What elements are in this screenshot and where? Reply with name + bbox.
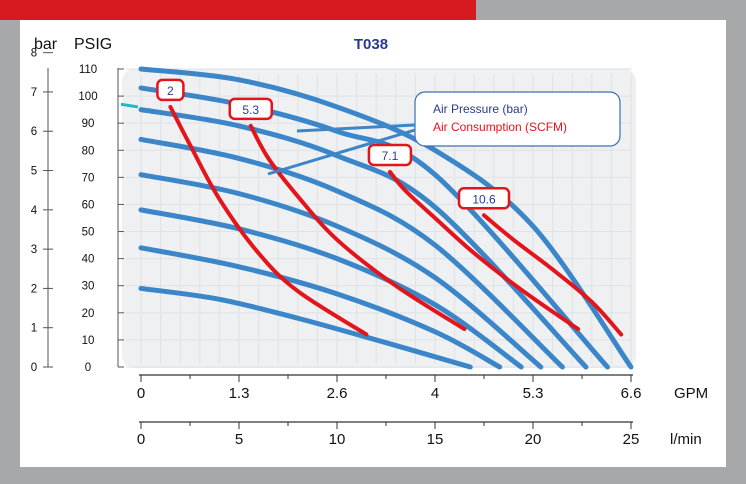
legend-pointer-top	[296, 123, 416, 133]
consumption-curve-10.6	[482, 213, 624, 337]
y-tick-label-bar-3: 3	[31, 244, 37, 256]
x-tick-label-l/min-5: 5	[235, 431, 243, 448]
x-tick-label-l/min-25: 25	[623, 431, 640, 448]
y-tick-label-psig-110: 110	[79, 64, 97, 76]
y-unit-bar: bar	[34, 36, 58, 53]
y-axes: 0 10 20 30 40 50 60 70 80 90 100 110 0 1 2 3 4 5 6 7 8	[31, 48, 124, 374]
pressure-curve-2	[138, 245, 503, 370]
consumption-label-box-7.1	[367, 143, 413, 167]
pressure-curve-8	[138, 66, 634, 370]
y-tick-label-bar-1: 1	[31, 323, 37, 335]
chart-panel: 2 5.3 7.1 10.6 T038 bar PSIG 0 10 20 30 40 50 60 7…	[20, 20, 726, 467]
x-tick-label-l/min-10: 10	[329, 431, 346, 448]
y-tick-label-bar-5: 5	[31, 166, 37, 178]
y-tick-label-psig-80: 80	[82, 145, 95, 157]
consumption-label-10.6: 10.6	[472, 192, 496, 206]
consumption-curve-5.3	[248, 123, 467, 332]
legend-item-pressure: Air Pressure (bar)	[433, 102, 528, 116]
pressure-curve-5	[138, 136, 565, 370]
y-tick-label-psig-60: 60	[82, 199, 95, 211]
legend: Air Pressure (bar) Air Consumption (SCFM…	[267, 91, 621, 176]
pressure-curve-3	[138, 207, 524, 370]
x-tick-label-GPM-4: 4	[431, 385, 439, 402]
x-tick-label-l/min-0: 0	[137, 431, 145, 448]
y-tick-label-psig-50: 50	[82, 227, 95, 239]
y-tick-label-psig-40: 40	[82, 254, 95, 266]
y-tick-label-psig-20: 20	[82, 308, 95, 320]
performance-chart: 25.37.110.6 T038 bar PSIG 01020304050607…	[31, 36, 708, 448]
consumption-curve-2	[168, 104, 369, 337]
consumption-curve-7.1	[387, 169, 581, 332]
x-tick-label-l/min-15: 15	[427, 431, 444, 448]
x-axes: 0 1.3 2.6 4 5.3 6.6 GPM 0 5 10 15 20 25 l/min	[137, 374, 708, 448]
x-tick-label-GPM-6.6: 6.6	[621, 385, 642, 402]
top-grey-bar	[476, 0, 746, 20]
x-tick-label-GPM-2.6: 2.6	[327, 385, 348, 402]
x-tick-label-GPM-5.3: 5.3	[523, 385, 544, 402]
pressure-curve-1	[138, 285, 473, 370]
consumption-label-box-5.3	[228, 97, 274, 121]
x-unit-l/min: l/min	[670, 431, 702, 448]
y-tick-label-bar-8: 8	[31, 48, 37, 60]
consumption-label-5.3: 5.3	[242, 103, 259, 117]
x-tick-label-l/min-20: 20	[525, 431, 542, 448]
consumption-curves	[168, 104, 624, 337]
y-tick-label-bar-2: 2	[31, 283, 37, 295]
pressure-curve-start-marker	[120, 102, 139, 109]
consumption-labels: 2 5.3 7.1 10.6	[156, 78, 511, 210]
consumption-label-7.1: 7.1	[382, 149, 399, 163]
y-unit-psig: PSIG	[74, 36, 112, 53]
y-tick-label-bar-7: 7	[31, 87, 37, 99]
y-tick-label-bar-6: 6	[31, 126, 37, 138]
x-tick-label-GPM-1.3: 1.3	[229, 385, 250, 402]
legend-pointer-bottom	[267, 128, 416, 176]
consumption-label-box-10.6	[457, 187, 511, 210]
top-red-bar	[0, 0, 476, 20]
pressure-curves	[120, 66, 634, 370]
legend-item-consumption: Air Consumption (SCFM)	[433, 120, 567, 134]
x-tick-label-GPM-0: 0	[137, 385, 145, 402]
y-tick-label-psig-100: 100	[78, 91, 97, 103]
legend-box	[414, 91, 621, 147]
y-tick-label-psig-0: 0	[85, 362, 91, 374]
x-unit-GPM: GPM	[674, 385, 708, 402]
consumption-label-2: 2	[167, 84, 174, 98]
pressure-curve-7	[138, 85, 610, 370]
y-tick-label-psig-90: 90	[82, 118, 95, 130]
y-tick-label-bar-4: 4	[31, 205, 38, 217]
y-tick-label-psig-30: 30	[82, 281, 95, 293]
y-tick-label-psig-70: 70	[82, 172, 95, 184]
y-tick-label-bar-0: 0	[31, 362, 37, 374]
y-tick-label-psig-10: 10	[82, 335, 95, 347]
consumption-label-box-2	[156, 78, 185, 102]
chart-title: T038	[354, 36, 388, 53]
